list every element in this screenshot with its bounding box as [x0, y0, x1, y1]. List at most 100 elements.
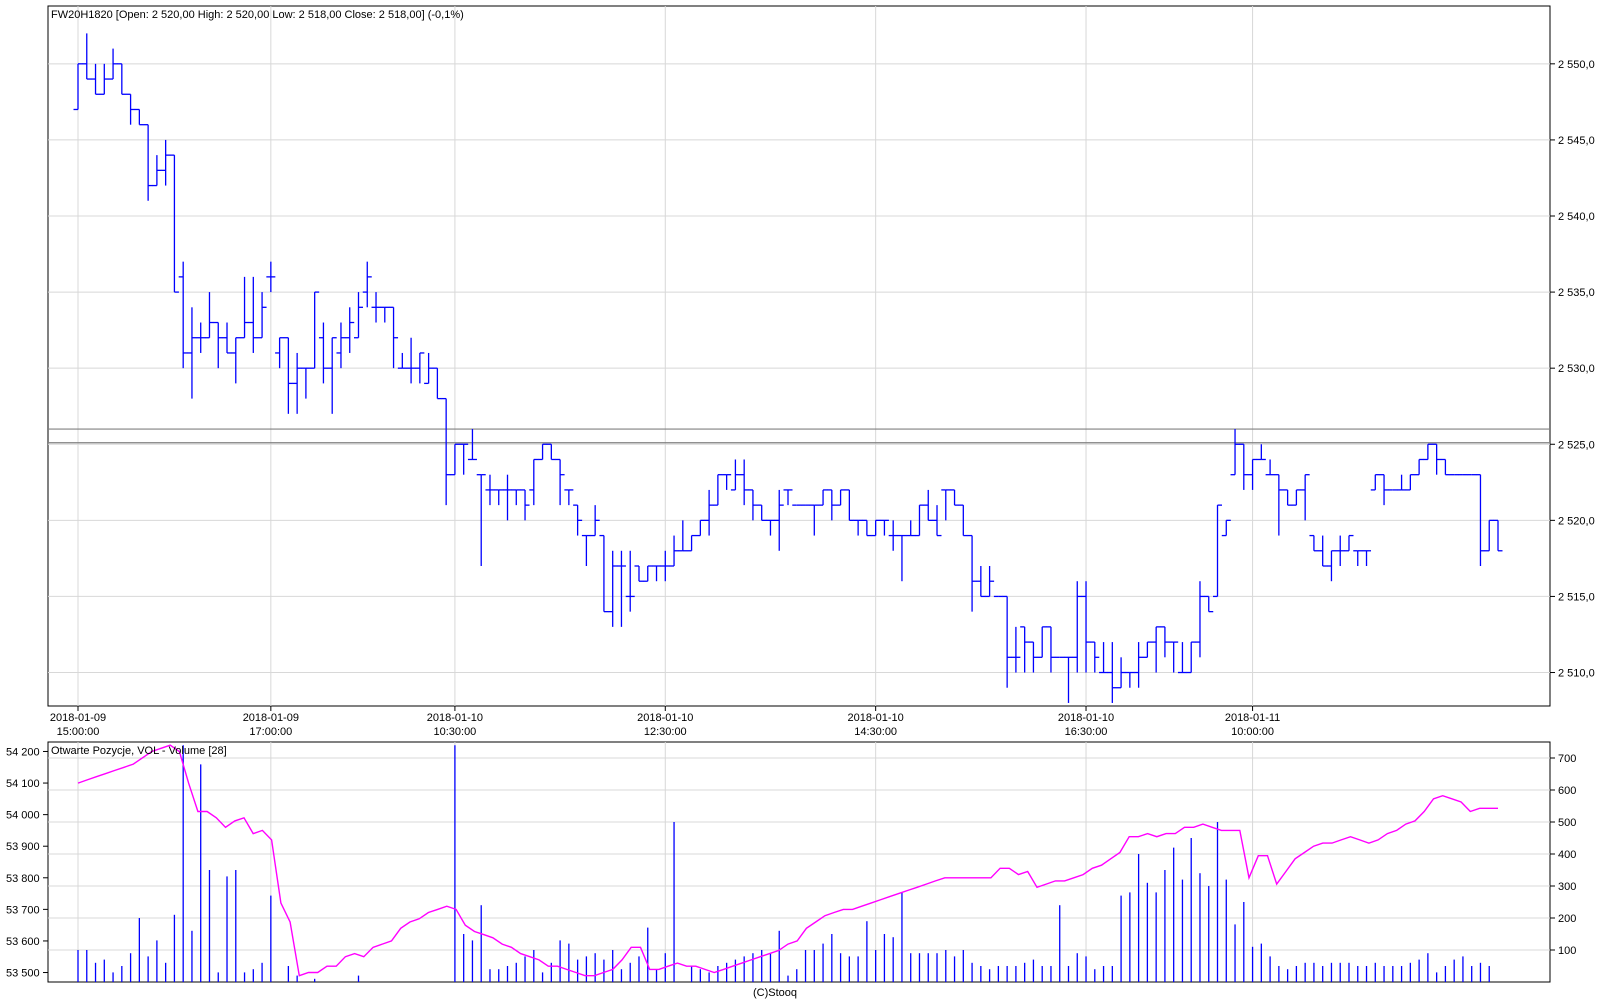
ohlc-bar [950, 489, 960, 506]
ohlc-bar [748, 489, 758, 521]
ohlc-bar [862, 519, 872, 537]
price-chart-title: FW20H1820 [Open: 2 520,00 High: 2 520,00… [51, 9, 464, 21]
ohlc-bar [1248, 458, 1258, 490]
ohlc-bar [1265, 459, 1275, 476]
ohlc-bar [652, 565, 662, 582]
ohlc-bar [1011, 626, 1021, 673]
ohlc-bar [187, 307, 197, 399]
ohlc-bar [91, 63, 101, 95]
ohlc-bar [625, 550, 635, 612]
ohlc-bar [275, 337, 285, 369]
ohlc-bar [538, 443, 548, 461]
ohlc-bar [1344, 534, 1354, 552]
ohlc-bar [529, 458, 539, 506]
ohlc-bar [152, 155, 162, 187]
price-horizontal-lines [48, 428, 1550, 444]
volume-tick-label: 500 [1558, 817, 1576, 829]
ohlc-bar [985, 566, 995, 598]
price-x-tick-date: 2018-01-10 [848, 712, 904, 724]
ohlc-bar [1283, 489, 1293, 506]
ohlc-bar [783, 489, 793, 506]
ohlc-bar [108, 48, 118, 80]
ohlc-bar [844, 489, 854, 521]
price-x-tick-date: 2018-01-10 [427, 712, 483, 724]
volume-plot-frame [47, 741, 1551, 983]
price-y-tick-label: 2 510,0 [1558, 668, 1595, 680]
ohlc-bar [695, 519, 705, 537]
ohlc-bar [345, 307, 355, 353]
ohlc-bar [1291, 489, 1301, 506]
price-grid [48, 6, 1550, 706]
ohlc-bar [704, 489, 714, 536]
ohlc-bar [906, 520, 916, 537]
ohlc-bar [126, 93, 136, 125]
ohlc-bar [774, 489, 784, 551]
price-x-tick-time: 12:30:00 [644, 726, 687, 738]
open-interest-tick-label: 54 100 [6, 778, 40, 790]
open-interest-tick-label: 54 000 [6, 810, 40, 822]
ohlc-bar [958, 504, 968, 537]
ohlc-bar [967, 534, 977, 612]
ohlc-bar [450, 443, 460, 476]
ohlc-bar [1414, 458, 1424, 476]
price-y-tick-label: 2 525,0 [1558, 439, 1595, 451]
open-interest-tick-label: 53 700 [6, 904, 40, 916]
ohlc-bar [687, 534, 697, 552]
ohlc-bar [161, 139, 171, 186]
ohlc-bar [599, 534, 609, 613]
ohlc-bar [871, 519, 881, 537]
ohlc-bar [1063, 656, 1073, 703]
ohlc-bar [1204, 595, 1214, 613]
open-interest-series [77, 744, 1498, 977]
ohlc-bar [643, 565, 653, 582]
ohlc-bar [99, 63, 109, 95]
volume-chart-title: Otwarte Pozycje, VOL - Volume [28] [51, 745, 227, 757]
price-panel: 2 510,0 2 515,0 2 520,0 2 525,0 2 530,0 2 535… [47, 5, 1595, 738]
volume-tick-label: 400 [1558, 849, 1576, 861]
ohlc-bar [117, 63, 127, 95]
ohlc-bar [240, 276, 250, 339]
ohlc-bar [283, 337, 293, 414]
price-x-tick-time: 15:00:00 [57, 726, 100, 738]
ohlc-bar [1353, 550, 1363, 566]
price-y-tick-label: 2 515,0 [1558, 591, 1595, 603]
ohlc-bar [292, 352, 302, 414]
volume-panel: 53 500 53 600 53 700 53 800 53 900 54 000 54 1… [6, 741, 1576, 983]
ohlc-bar [757, 504, 767, 521]
volume-tick-label: 700 [1558, 753, 1576, 765]
price-y-tick-label: 2 550,0 [1558, 59, 1595, 71]
ohlc-bar [564, 489, 574, 506]
price-y-tick-label: 2 540,0 [1558, 211, 1595, 223]
ohlc-bar [809, 504, 819, 536]
ohlc-bar [923, 489, 933, 521]
ohlc-bar [1362, 550, 1372, 566]
ohlc-bar [914, 504, 924, 537]
price-y-tick-label: 2 520,0 [1558, 515, 1595, 527]
ohlc-bar [1134, 642, 1144, 688]
ohlc-bar [555, 458, 565, 506]
ohlc-bar [406, 337, 416, 384]
ohlc-bar [1151, 626, 1161, 673]
ohlc-bar [1028, 641, 1038, 673]
ohlc-bar [932, 505, 942, 537]
ohlc-bar [134, 108, 144, 126]
ohlc-bar [1230, 429, 1240, 476]
ohlc-bar [494, 489, 504, 506]
ohlc-bar [1379, 474, 1389, 506]
ohlc-bar [178, 261, 188, 369]
ohlc-bar [730, 459, 740, 491]
price-x-tick-date: 2018-01-09 [243, 712, 299, 724]
ohlc-bar [1002, 595, 1012, 688]
ohlc-bar [73, 63, 83, 111]
ohlc-bar [371, 292, 381, 323]
ohlc-bar [608, 550, 618, 627]
ohlc-bar [1440, 458, 1450, 476]
ohlc-bar [301, 367, 311, 399]
ohlc-bar [1397, 474, 1407, 491]
ohlc-bar [1300, 474, 1310, 521]
volume-grid [48, 742, 1550, 982]
ohlc-bar [1239, 443, 1249, 490]
ohlc-bar [1256, 444, 1266, 461]
ohlc-bar [432, 367, 442, 400]
ohlc-bar [634, 565, 644, 582]
